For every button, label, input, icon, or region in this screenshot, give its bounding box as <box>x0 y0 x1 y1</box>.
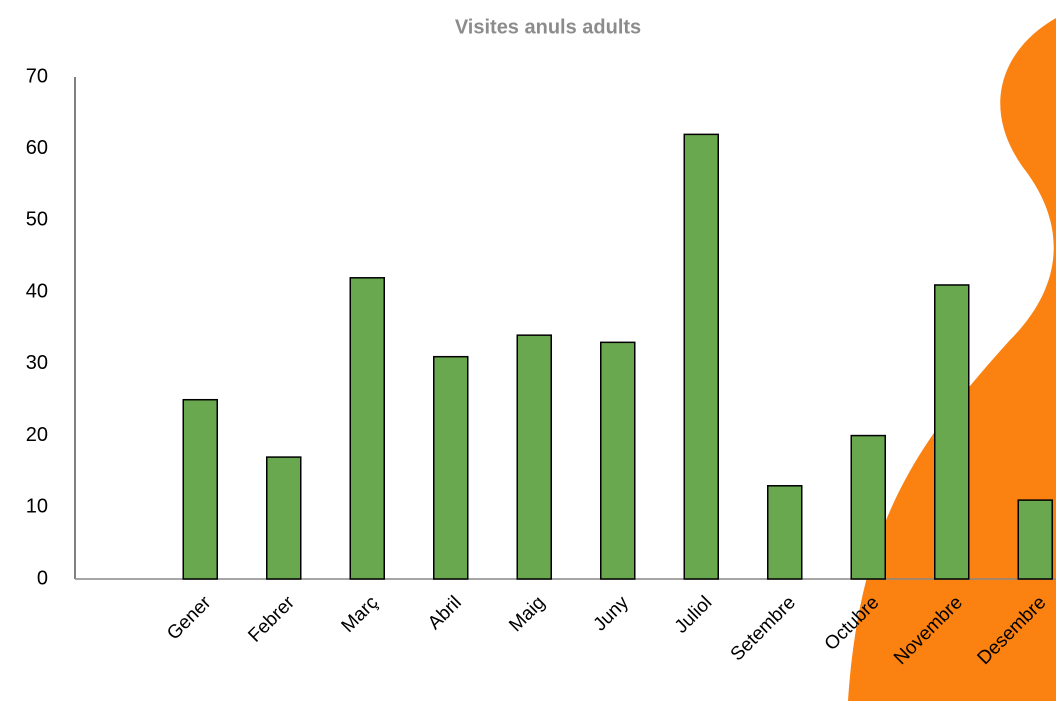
bar <box>433 355 469 580</box>
y-tick-label: 10 <box>26 496 48 518</box>
y-tick-label: 60 <box>26 137 48 159</box>
x-tick-label: Juny <box>590 592 634 636</box>
bar <box>600 341 636 580</box>
bar <box>850 434 886 580</box>
x-tick-label: Setembre <box>727 592 800 665</box>
decoration <box>848 18 1056 701</box>
x-tick-label: Març <box>338 592 383 637</box>
y-tick-label: 70 <box>26 65 48 87</box>
bar <box>767 485 803 580</box>
bar <box>1017 499 1053 580</box>
chart-title: Visites anuls adults <box>455 16 641 38</box>
bar <box>349 277 385 580</box>
x-tick-label: Gener <box>163 592 216 645</box>
bar <box>182 398 218 580</box>
x-tick-label: Abril <box>424 592 466 634</box>
x-tick-label: Juliol <box>671 592 716 637</box>
bar <box>516 334 552 580</box>
y-tick-label: 50 <box>26 209 48 231</box>
bar <box>683 133 719 580</box>
y-tick-label: 0 <box>37 567 48 589</box>
bar <box>266 456 302 580</box>
bar <box>934 284 970 580</box>
x-tick-label: Maig <box>505 592 549 636</box>
y-tick-label: 20 <box>26 424 48 446</box>
y-tick-label: 40 <box>26 280 48 302</box>
y-tick-label: 30 <box>26 352 48 374</box>
x-tick-label: Febrer <box>244 592 299 647</box>
